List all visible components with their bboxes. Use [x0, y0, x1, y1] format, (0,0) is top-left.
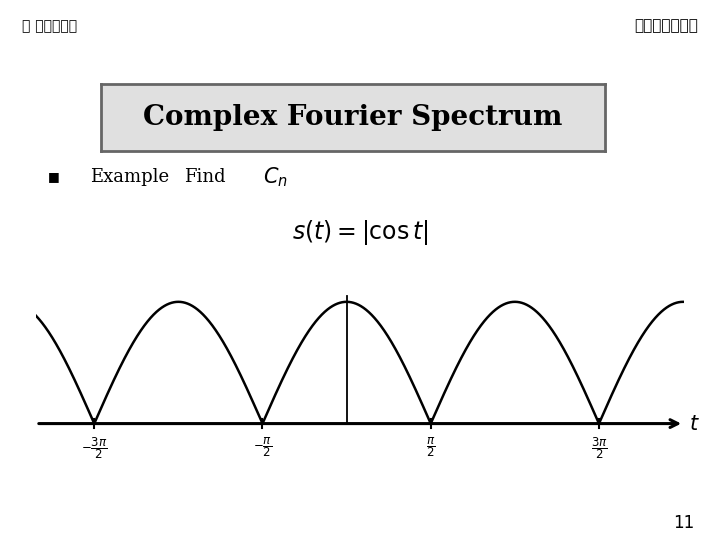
- Text: $\dfrac{\pi}{2}$: $\dfrac{\pi}{2}$: [426, 436, 436, 460]
- Text: $\dfrac{3\pi}{2}$: $\dfrac{3\pi}{2}$: [590, 436, 608, 462]
- Text: $t$: $t$: [689, 414, 700, 434]
- Text: $-\dfrac{\pi}{2}$: $-\dfrac{\pi}{2}$: [253, 436, 272, 460]
- Text: $s(t) = |\cos t|$: $s(t) = |\cos t|$: [292, 218, 428, 247]
- Text: Complex Fourier Spectrum: Complex Fourier Spectrum: [143, 104, 562, 131]
- Text: ■: ■: [48, 170, 60, 184]
- Text: $C_n$: $C_n$: [263, 165, 288, 188]
- Text: 11: 11: [673, 514, 695, 531]
- Text: 전자통신연구실: 전자통신연구실: [634, 18, 698, 33]
- Text: Ⓡ 충북대학교: Ⓡ 충북대학교: [22, 19, 77, 33]
- Text: Example: Example: [90, 168, 169, 186]
- Text: $-\dfrac{3\pi}{2}$: $-\dfrac{3\pi}{2}$: [81, 436, 107, 462]
- Text: Find: Find: [184, 168, 225, 186]
